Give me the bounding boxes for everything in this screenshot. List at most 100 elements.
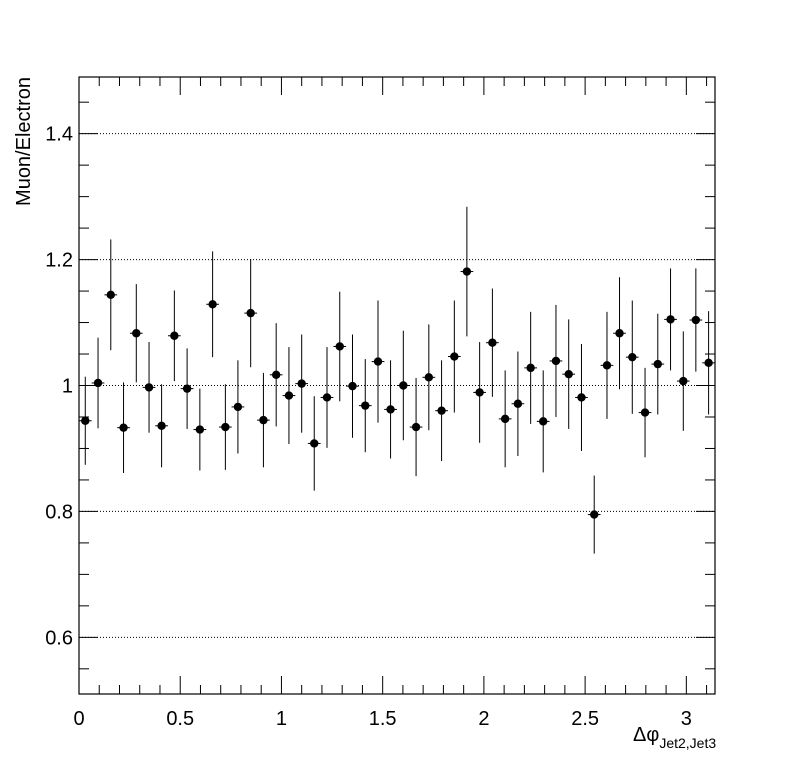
marker [424, 373, 434, 382]
data-point [180, 348, 194, 429]
x-axis-title-subscript: Jet2,Jet3 [659, 735, 716, 751]
marker [93, 378, 103, 388]
marker [399, 381, 408, 390]
data-point [511, 351, 525, 457]
x-tick-labels: 0 0.5 1 1.5 2 2.5 3 [73, 708, 691, 730]
data-point [498, 370, 512, 468]
data-point [409, 377, 423, 477]
x-tick-label: 0 [73, 708, 84, 730]
marker [551, 356, 561, 366]
data-point [206, 251, 219, 358]
x-tick-label: 2 [478, 708, 489, 730]
marker [221, 422, 230, 432]
data-point [117, 382, 130, 474]
data-point [587, 475, 601, 554]
x-axis-title: ΔφJet2,Jet3 [633, 724, 716, 751]
marker [373, 357, 383, 366]
data-point [664, 268, 677, 371]
marker [170, 331, 179, 340]
y-tick-label: 1 [62, 376, 73, 398]
marker [666, 315, 675, 324]
data-point [155, 384, 168, 468]
data-point [142, 342, 156, 433]
x-tick-label: 0.5 [166, 708, 194, 730]
marker [450, 352, 459, 361]
data-point [486, 288, 499, 397]
data-point [689, 268, 703, 372]
data-point [384, 360, 397, 459]
marker [602, 361, 612, 370]
marker [208, 300, 217, 309]
data-point [295, 334, 309, 433]
data-point [676, 331, 690, 431]
marker [615, 329, 624, 338]
data-point [320, 347, 334, 448]
data-point [231, 360, 245, 454]
marker [106, 290, 115, 300]
data-point [358, 359, 372, 453]
marker [297, 379, 306, 388]
data-point [460, 206, 474, 337]
data-point [78, 376, 92, 465]
marker [259, 415, 268, 425]
data-point [613, 277, 626, 390]
data-point [549, 304, 563, 417]
marker [144, 383, 154, 392]
y-tick-label: 1.2 [45, 250, 73, 272]
data-point [575, 343, 588, 451]
marker [361, 401, 370, 410]
data-point [307, 396, 321, 491]
marker [81, 416, 90, 425]
marker [411, 422, 421, 432]
marker [640, 408, 650, 417]
data-point [651, 313, 665, 415]
data-point [473, 342, 486, 443]
y-tick-label: 0.8 [45, 501, 73, 523]
marker [386, 405, 395, 414]
x-tick-label: 1 [276, 708, 287, 730]
data-point [396, 330, 410, 441]
marker [310, 439, 319, 448]
data-point [638, 367, 652, 458]
data-point [257, 372, 270, 468]
x-tick-label: 1.5 [369, 708, 397, 730]
data-point [524, 311, 538, 424]
marker [488, 338, 497, 347]
x-tick-label: 3 [681, 708, 692, 730]
marker [157, 421, 166, 430]
marker [119, 423, 128, 432]
marker [462, 267, 472, 276]
data-point [422, 324, 436, 431]
marker [335, 342, 344, 351]
marker [271, 370, 281, 379]
data-point [129, 284, 143, 383]
marker [284, 391, 294, 400]
marker [233, 402, 243, 412]
plot-frame [78, 76, 716, 695]
marker [246, 308, 255, 318]
marker [691, 315, 701, 325]
data-point [91, 337, 105, 429]
marker [348, 381, 357, 391]
data-point [435, 360, 448, 462]
marker [590, 510, 599, 519]
data-point [702, 311, 715, 415]
x-axis-title-main: Δφ [633, 724, 659, 746]
data-point [193, 388, 207, 471]
data-point [562, 319, 576, 429]
data-point [371, 300, 385, 423]
marker [653, 359, 662, 369]
data-point [244, 258, 258, 368]
data-point [536, 370, 550, 473]
marker [182, 384, 192, 393]
marker [577, 393, 586, 402]
marker [475, 388, 484, 397]
data-points [78, 206, 715, 554]
marker [437, 406, 446, 415]
data-point [104, 239, 118, 351]
marker [500, 414, 510, 424]
marker [679, 376, 688, 386]
marker [564, 369, 573, 379]
x-tick-label: 2.5 [571, 708, 599, 730]
